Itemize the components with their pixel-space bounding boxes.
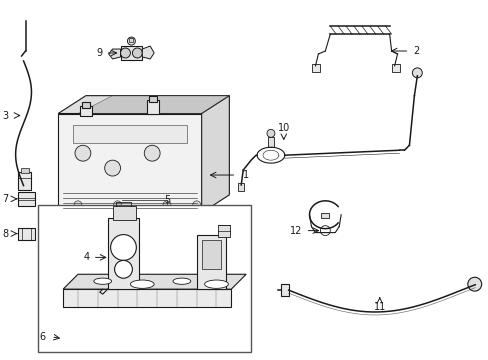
Bar bbox=[218, 225, 230, 237]
Text: 8: 8 bbox=[2, 229, 9, 239]
Bar bbox=[18, 172, 31, 190]
Text: 12: 12 bbox=[289, 226, 302, 235]
Text: 4: 4 bbox=[83, 252, 90, 262]
Circle shape bbox=[320, 226, 329, 235]
Circle shape bbox=[74, 201, 82, 209]
Ellipse shape bbox=[173, 278, 190, 284]
Circle shape bbox=[266, 129, 274, 137]
Bar bbox=[280, 284, 288, 296]
Text: 10: 10 bbox=[277, 123, 289, 134]
Circle shape bbox=[132, 48, 142, 58]
Bar bbox=[18, 228, 35, 239]
Text: 1: 1 bbox=[243, 170, 249, 180]
Polygon shape bbox=[63, 274, 245, 289]
Text: 3: 3 bbox=[2, 111, 9, 121]
Bar bbox=[267, 137, 273, 147]
Circle shape bbox=[467, 277, 481, 291]
Polygon shape bbox=[58, 96, 229, 113]
Polygon shape bbox=[108, 49, 120, 59]
Text: 11: 11 bbox=[373, 302, 385, 312]
Bar bbox=[58, 113, 201, 213]
Polygon shape bbox=[63, 289, 231, 307]
Text: 2: 2 bbox=[412, 46, 419, 56]
Circle shape bbox=[127, 37, 135, 45]
FancyBboxPatch shape bbox=[73, 125, 186, 143]
Ellipse shape bbox=[94, 278, 111, 284]
Bar bbox=[196, 235, 226, 289]
Bar bbox=[20, 168, 28, 173]
Bar bbox=[201, 239, 221, 269]
Circle shape bbox=[114, 260, 132, 278]
Circle shape bbox=[75, 145, 91, 161]
Circle shape bbox=[144, 145, 160, 161]
Text: 5: 5 bbox=[163, 195, 170, 205]
Circle shape bbox=[192, 201, 200, 209]
Circle shape bbox=[113, 201, 121, 209]
Bar bbox=[82, 102, 90, 108]
Text: 6: 6 bbox=[39, 332, 45, 342]
Bar bbox=[112, 206, 136, 220]
Bar bbox=[18, 192, 35, 206]
Circle shape bbox=[110, 235, 136, 260]
Bar bbox=[120, 46, 142, 60]
Bar bbox=[39, 205, 251, 352]
Text: 7: 7 bbox=[2, 194, 9, 204]
Bar bbox=[238, 183, 244, 191]
Bar bbox=[129, 38, 133, 42]
Bar bbox=[149, 96, 157, 102]
Ellipse shape bbox=[130, 280, 154, 288]
Circle shape bbox=[104, 160, 120, 176]
Polygon shape bbox=[78, 96, 229, 113]
Bar bbox=[107, 218, 139, 289]
Bar bbox=[312, 64, 320, 72]
Circle shape bbox=[163, 201, 171, 209]
Bar bbox=[321, 213, 328, 218]
Bar bbox=[80, 105, 92, 116]
Ellipse shape bbox=[204, 280, 228, 288]
Bar bbox=[147, 100, 159, 113]
Bar bbox=[391, 64, 399, 72]
Circle shape bbox=[120, 48, 130, 58]
Polygon shape bbox=[201, 96, 229, 213]
Text: 9: 9 bbox=[97, 48, 102, 58]
Polygon shape bbox=[142, 46, 154, 59]
Circle shape bbox=[411, 68, 422, 78]
